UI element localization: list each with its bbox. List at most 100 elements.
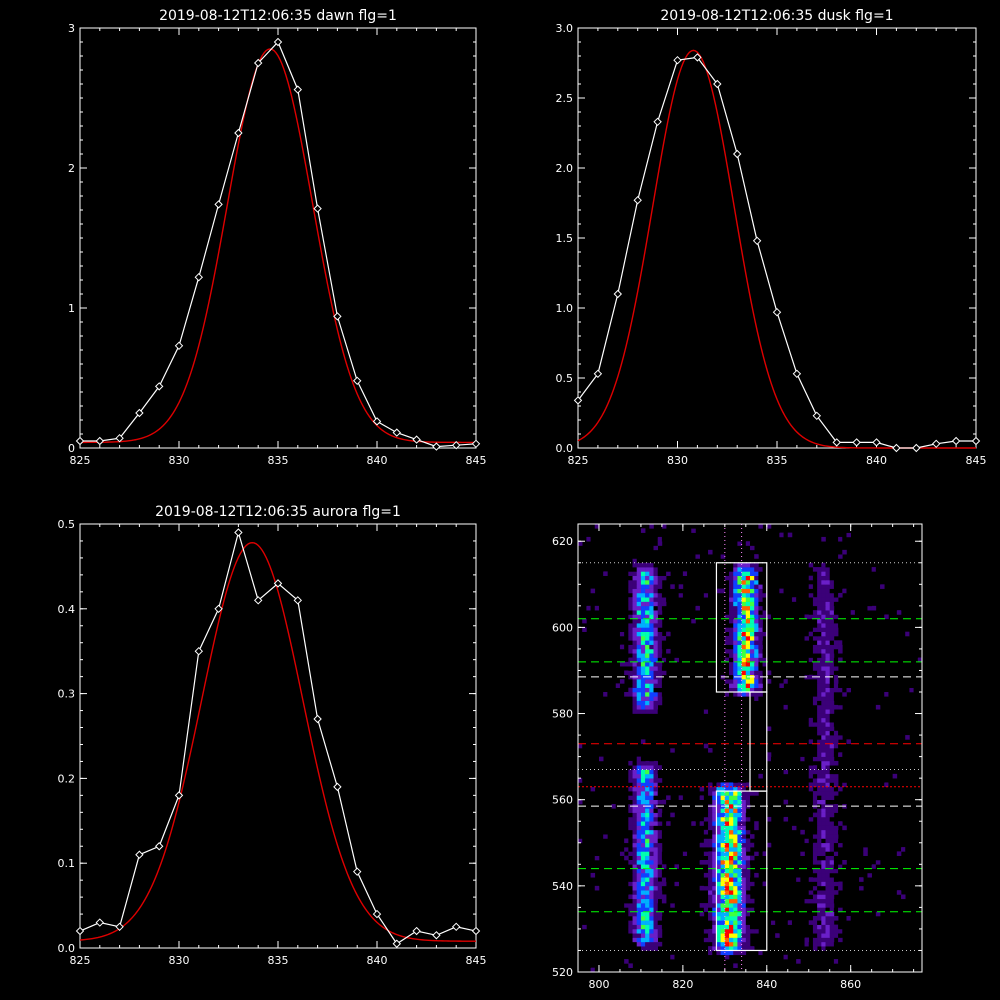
heatmap-cell (661, 851, 667, 856)
heatmap-cell (859, 644, 864, 650)
heatmap-cell (901, 885, 906, 891)
heatmap-cell (649, 769, 654, 775)
heatmap-cell (657, 597, 663, 602)
heatmap-cell (867, 610, 872, 615)
heatmap-cell (649, 778, 654, 783)
heatmap-cell (741, 769, 747, 775)
heatmap-cell (804, 636, 810, 641)
heatmap-cell (628, 623, 633, 628)
heatmap-cell (628, 877, 633, 882)
heatmap-cell (750, 842, 755, 848)
heatmap-cell (716, 640, 721, 645)
heatmap-cell (695, 808, 700, 813)
heatmap-cell (594, 885, 600, 891)
heatmap-cell (628, 575, 633, 581)
data-point (392, 428, 402, 437)
heatmap-cell (829, 825, 835, 831)
heatmap-cell (846, 924, 851, 930)
heatmap-cell (812, 868, 818, 874)
heatmap-cell (842, 692, 847, 697)
heatmap-cell (808, 722, 814, 727)
heatmap-cell (716, 786, 721, 792)
heatmap-cell (901, 894, 906, 900)
heatmap-cell (657, 838, 663, 844)
heatmap-cell (808, 765, 814, 770)
x-tick-label: 820 (672, 978, 693, 991)
heatmap-cell (691, 963, 696, 968)
heatmap-cell (640, 623, 646, 628)
heatmap-cell (724, 877, 730, 882)
heatmap-cell (640, 829, 646, 835)
heatmap-cell (838, 575, 843, 581)
heatmap-cell (607, 528, 612, 533)
heatmap-cell (741, 924, 747, 930)
heatmap-cell (842, 597, 847, 602)
heatmap-cell (892, 808, 898, 813)
heatmap-cell (695, 614, 700, 620)
heatmap-cell (708, 907, 713, 912)
heatmap-cell (750, 661, 755, 667)
heatmap-cell (750, 687, 755, 693)
heatmap-cell (636, 920, 642, 925)
heatmap-cell (800, 860, 805, 865)
heatmap-cell (838, 735, 843, 740)
x-tick-label: 835 (268, 954, 289, 967)
heatmap-cell (682, 950, 688, 956)
heatmap-cell (779, 812, 784, 818)
heatmap-cell (636, 890, 642, 895)
heatmap-cell (825, 752, 831, 757)
heatmap-cell (825, 920, 831, 925)
heatmap-cell (800, 743, 805, 749)
heatmap-cell (578, 528, 583, 533)
heatmap-cell (884, 963, 889, 968)
heatmap-cell (636, 679, 642, 684)
heatmap-cell (640, 765, 646, 770)
heatmap-cell (871, 648, 877, 654)
heatmap-cell (645, 808, 650, 813)
data-point (313, 204, 322, 213)
heatmap-cell (586, 838, 591, 844)
heatmap-cell (833, 739, 839, 744)
heatmap-cell (825, 890, 831, 895)
heatmap-cell (863, 847, 868, 852)
heatmap-cell (733, 825, 738, 831)
heatmap-cell (703, 601, 709, 607)
heatmap-cell (817, 631, 822, 637)
heatmap-cell (653, 937, 659, 943)
heatmap-cell (741, 549, 747, 555)
heatmap-cell (720, 829, 726, 835)
heatmap-cell (594, 920, 600, 925)
heatmap-cell (632, 890, 638, 895)
heatmap-cell (632, 692, 638, 697)
heatmap-cell (598, 605, 604, 611)
heatmap-cell (611, 877, 617, 882)
heatmap-cell (720, 670, 726, 676)
heatmap-cell (913, 704, 919, 710)
heatmap-cell (892, 765, 898, 770)
heatmap-cell (682, 571, 688, 576)
heatmap-cell (766, 963, 772, 968)
heatmap-cell (737, 528, 742, 533)
heatmap-cell (741, 562, 747, 568)
heatmap-cell (661, 816, 667, 822)
heatmap-cell (842, 782, 847, 788)
heatmap-cell (674, 756, 679, 762)
heatmap-cell (750, 666, 755, 671)
heatmap-cell (775, 808, 780, 813)
heatmap-cell (821, 778, 826, 783)
heatmap-cell (758, 713, 763, 719)
heatmap-cell (657, 881, 663, 887)
heatmap-cell (716, 610, 721, 615)
heatmap-cell (703, 799, 709, 805)
heatmap-cell (796, 864, 801, 869)
heatmap-cell (729, 592, 734, 598)
heatmap-cell (829, 528, 835, 533)
heatmap-cell (758, 709, 763, 714)
heatmap-cell (590, 726, 596, 732)
heatmap-cell (578, 916, 583, 921)
heatmap-cell (724, 907, 730, 912)
heatmap-cell (804, 941, 810, 947)
heatmap-cell (615, 799, 621, 805)
heatmap-cell (741, 605, 747, 611)
heatmap-cell (791, 670, 797, 676)
